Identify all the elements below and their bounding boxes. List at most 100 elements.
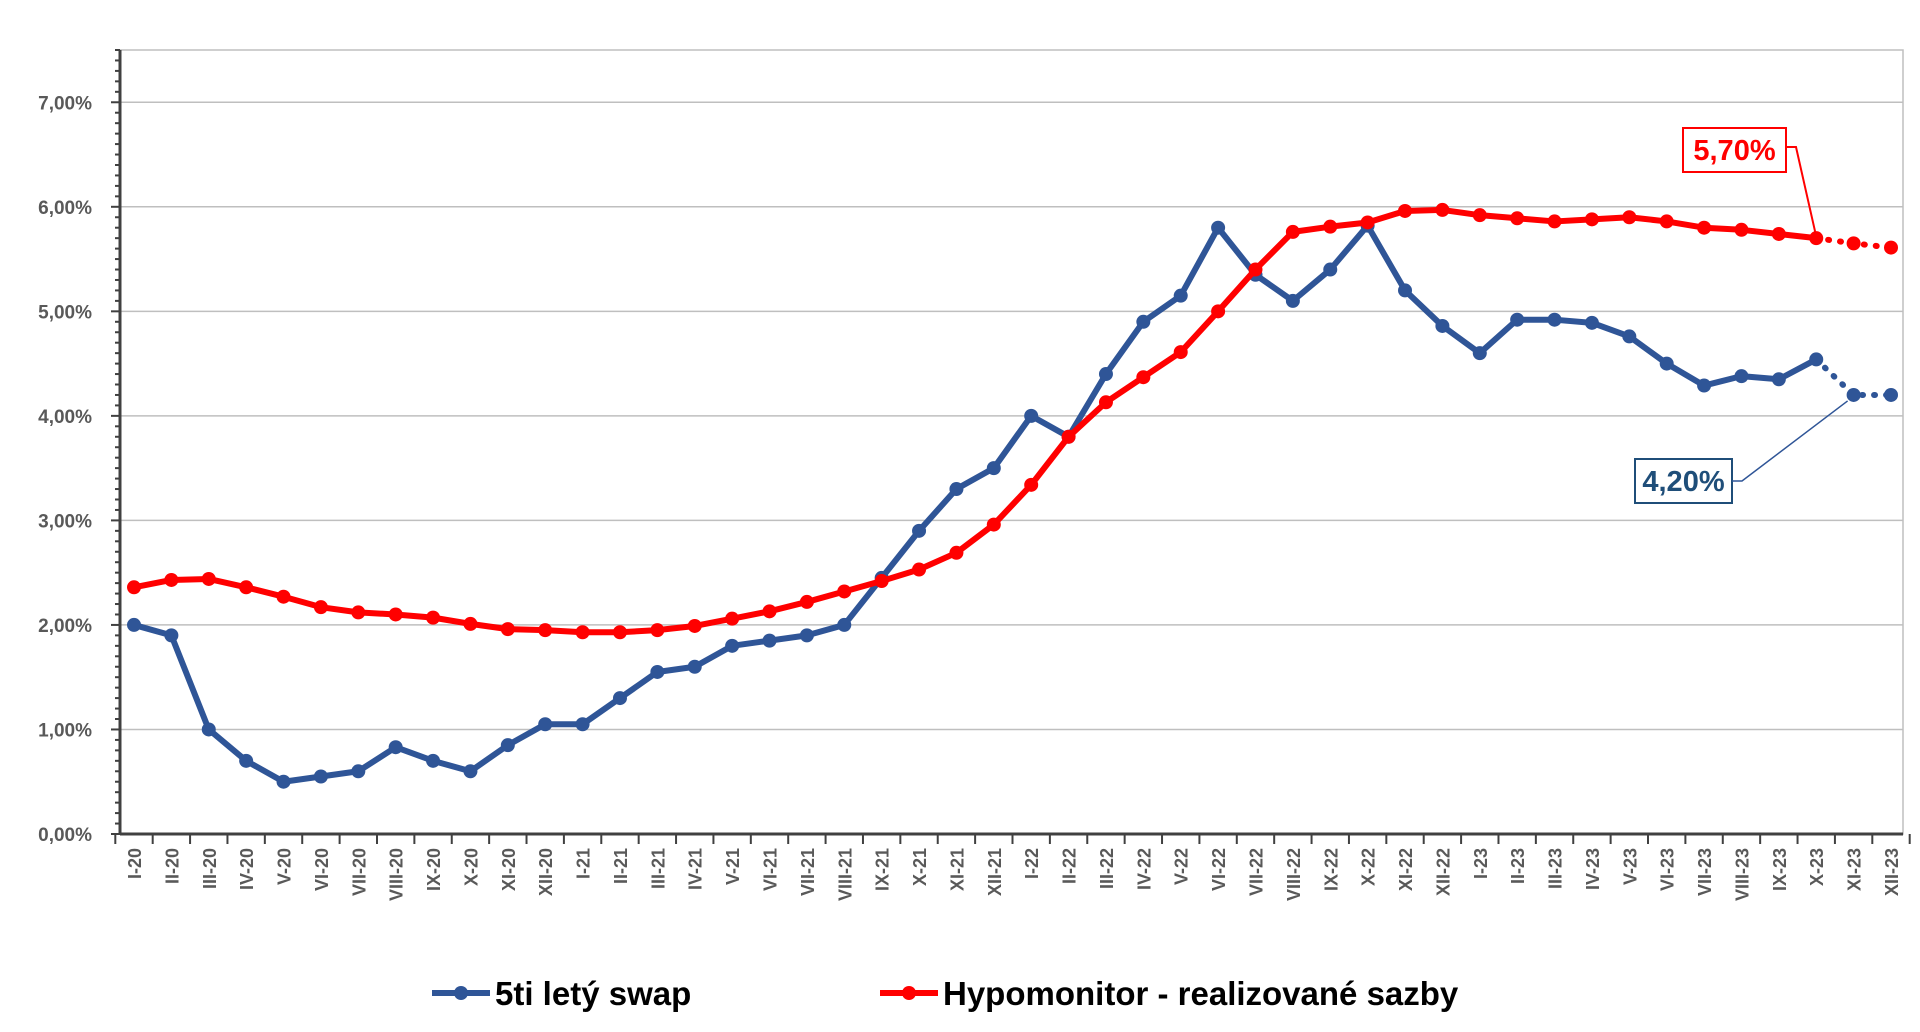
data-point bbox=[612, 625, 627, 640]
x-tick-label: VIII-21 bbox=[835, 848, 855, 901]
data-point bbox=[986, 461, 1001, 476]
data-point bbox=[1584, 212, 1599, 227]
data-point bbox=[1285, 293, 1300, 308]
x-tick-label: I-21 bbox=[574, 848, 594, 879]
data-point bbox=[1734, 369, 1749, 384]
data-point bbox=[426, 610, 441, 625]
legend: 5ti letý swap Hypomonitor - realizované … bbox=[432, 975, 1459, 1012]
data-point bbox=[313, 600, 328, 615]
data-point bbox=[1697, 378, 1712, 393]
callout-leader-swap bbox=[1732, 400, 1849, 482]
x-tick-label: IV-21 bbox=[686, 848, 706, 890]
x-tick-label: XII-22 bbox=[1433, 848, 1453, 896]
data-point bbox=[1547, 312, 1562, 327]
data-point bbox=[1771, 226, 1786, 241]
data-point bbox=[1024, 408, 1039, 423]
data-point bbox=[1547, 214, 1562, 229]
data-point bbox=[1734, 222, 1749, 237]
data-point bbox=[1248, 262, 1263, 277]
x-tick-label: X-21 bbox=[910, 848, 930, 886]
annotations: 5,70% 4,20% bbox=[1634, 127, 1849, 504]
data-point bbox=[500, 738, 515, 753]
y-tick-label: 6,00% bbox=[38, 198, 92, 219]
series-line-solid bbox=[131, 222, 1820, 785]
legend-hypomonitor-marker bbox=[902, 986, 916, 1000]
y-tick-label: 7,00% bbox=[38, 93, 92, 114]
x-tick-label: III-20 bbox=[200, 848, 220, 889]
x-tick-label: IX-21 bbox=[873, 848, 893, 891]
x-tick-label: II-22 bbox=[1060, 848, 1080, 884]
data-point bbox=[1098, 367, 1113, 382]
data-point bbox=[463, 764, 478, 779]
x-tick-label: V-20 bbox=[275, 848, 295, 885]
data-point bbox=[463, 616, 478, 631]
data-point bbox=[1472, 208, 1487, 223]
x-tick-label: V-22 bbox=[1172, 848, 1192, 885]
callout-label-hypomonitor: 5,70% bbox=[1693, 135, 1775, 167]
legend-item-hypomonitor: Hypomonitor - realizované sazby bbox=[880, 975, 1459, 1012]
data-point bbox=[1435, 318, 1450, 333]
data-point bbox=[276, 589, 291, 604]
data-point bbox=[725, 611, 740, 626]
x-tick-label: X-22 bbox=[1359, 848, 1379, 886]
data-point bbox=[388, 607, 403, 622]
data-point bbox=[1622, 210, 1637, 225]
data-point bbox=[837, 617, 852, 632]
x-tick-label: I-22 bbox=[1022, 848, 1042, 879]
data-point bbox=[874, 574, 889, 589]
x-tick-label: XI-22 bbox=[1396, 848, 1416, 891]
x-tick-label: XII-20 bbox=[536, 848, 556, 896]
x-tick-label: II-23 bbox=[1508, 848, 1528, 884]
legend-item-swap: 5ti letý swap bbox=[432, 975, 691, 1012]
data-point bbox=[1398, 283, 1413, 298]
x-tick-label: V-23 bbox=[1620, 848, 1640, 885]
callout-label-swap: 4,20% bbox=[1642, 466, 1724, 498]
data-point bbox=[949, 545, 964, 560]
x-tick-label: X-23 bbox=[1807, 848, 1827, 886]
x-tick-label: I-20 bbox=[125, 848, 145, 879]
x-tick-label: XI-23 bbox=[1845, 848, 1865, 891]
data-point bbox=[799, 594, 814, 609]
data-point bbox=[725, 638, 740, 653]
legend-hypomonitor-label: Hypomonitor - realizované sazby bbox=[943, 975, 1459, 1012]
x-tick-label: IX-20 bbox=[424, 848, 444, 891]
data-point bbox=[388, 740, 403, 755]
data-point bbox=[687, 659, 702, 674]
x-tick-label: IV-20 bbox=[237, 848, 257, 890]
legend-swap-label: 5ti letý swap bbox=[495, 975, 691, 1012]
x-tick-label: VII-22 bbox=[1246, 848, 1266, 896]
data-point bbox=[1771, 372, 1786, 387]
data-point bbox=[1659, 356, 1674, 371]
series-1 bbox=[127, 202, 1898, 640]
series bbox=[127, 202, 1898, 789]
callout-leader-hypomonitor bbox=[1786, 146, 1817, 233]
y-tick-labels: 0,00% 1,00% 2,00% 3,00% 4,00% 5,00% 6,00% 7,00% bbox=[38, 93, 92, 846]
data-point bbox=[1211, 304, 1226, 319]
data-point bbox=[986, 517, 1001, 532]
data-point bbox=[1398, 203, 1413, 218]
series-0 bbox=[127, 218, 1898, 789]
data-point bbox=[650, 664, 665, 679]
x-tick-label: XII-21 bbox=[985, 848, 1005, 896]
data-point bbox=[239, 753, 254, 768]
data-point bbox=[500, 622, 515, 637]
x-tick-label: XI-21 bbox=[947, 848, 967, 891]
data-point bbox=[762, 604, 777, 619]
x-tick-label: VIII-20 bbox=[387, 848, 407, 901]
data-point bbox=[1323, 219, 1338, 234]
x-tick-label: VII-20 bbox=[349, 848, 369, 896]
x-tick-label: II-21 bbox=[611, 848, 631, 884]
data-point bbox=[1061, 429, 1076, 444]
x-tick-label: X-20 bbox=[461, 848, 481, 886]
x-tick-label: VII-21 bbox=[798, 848, 818, 896]
data-point bbox=[201, 722, 216, 737]
data-point bbox=[1622, 329, 1637, 344]
y-tick-label: 2,00% bbox=[38, 616, 92, 637]
data-point bbox=[239, 580, 254, 595]
x-tick-label: VIII-23 bbox=[1732, 848, 1752, 901]
data-point bbox=[351, 605, 366, 620]
x-tick-label: IV-22 bbox=[1134, 848, 1154, 890]
y-tick-label: 4,00% bbox=[38, 407, 92, 428]
data-point bbox=[276, 774, 291, 789]
